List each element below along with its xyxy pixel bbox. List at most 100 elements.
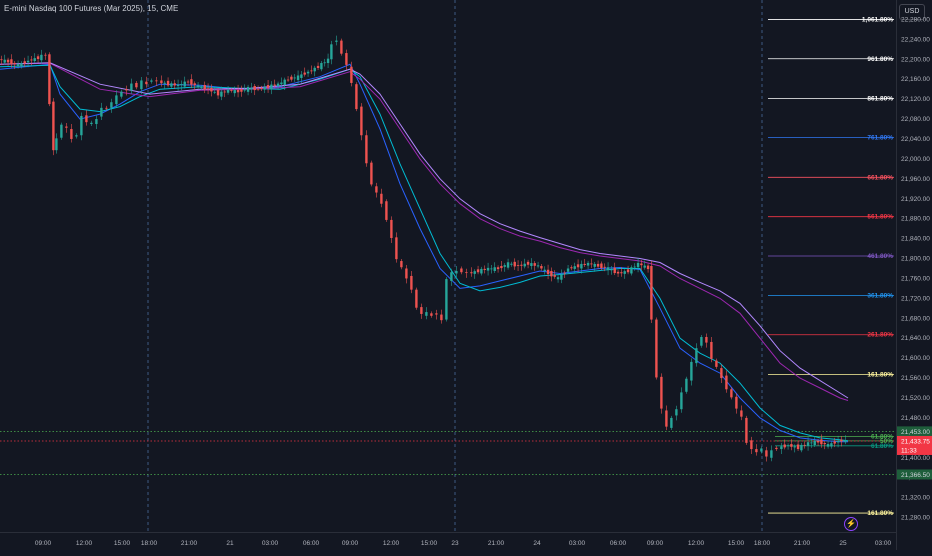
candle-body xyxy=(700,336,703,346)
candle-body xyxy=(476,269,480,273)
candle-body xyxy=(316,65,320,68)
candle-body xyxy=(0,59,3,61)
candle-body xyxy=(830,443,833,447)
candle-body xyxy=(326,58,330,64)
x-tick-label: 12:00 xyxy=(383,540,400,547)
candle-body xyxy=(226,89,230,93)
candle-body xyxy=(503,265,506,267)
candle-body xyxy=(816,440,820,443)
candle-body xyxy=(110,102,113,108)
currency-selector[interactable]: USD xyxy=(899,4,925,20)
candle-body xyxy=(735,396,738,409)
candle-body xyxy=(220,91,223,97)
price-tag-label: 21,453.00 xyxy=(901,429,930,436)
candle-body xyxy=(65,126,68,128)
candle-body xyxy=(506,262,510,268)
candle-body xyxy=(40,54,43,61)
price-chart[interactable]: 1,061.80% 961.80% 861.80% 761.80% 661.80% 561… xyxy=(0,0,896,532)
candle-body xyxy=(13,62,16,65)
candle-body xyxy=(633,266,636,268)
time-axis[interactable]: 09:00 12:00 15:00 18:00 21:00 21 03:00 06:00 09:… xyxy=(0,532,896,551)
fib-level-label: 661.80% xyxy=(867,174,893,181)
y-tick-label: 21,320.00 xyxy=(901,495,930,502)
candle-body xyxy=(80,115,83,136)
candle-body xyxy=(350,66,353,83)
candle-body xyxy=(680,392,683,410)
fib-level-label: 261.80% xyxy=(867,332,893,339)
y-tick-label: 21,920.00 xyxy=(901,196,930,203)
candle-body xyxy=(16,64,20,67)
candle-body xyxy=(400,261,403,268)
candle-body xyxy=(330,44,333,60)
candle-body xyxy=(196,85,200,88)
x-tick-label: 06:00 xyxy=(303,540,320,547)
x-tick-label: 12:00 xyxy=(688,540,705,547)
candle-body xyxy=(323,62,326,64)
candle-body xyxy=(300,74,303,78)
candle-body xyxy=(250,87,253,90)
candle-body xyxy=(85,115,88,123)
y-tick-label: 21,720.00 xyxy=(901,295,930,302)
y-tick-label: 21,840.00 xyxy=(901,236,930,243)
candle-body xyxy=(646,265,650,270)
candle-body xyxy=(725,375,728,390)
candle-body xyxy=(296,75,300,81)
candle-body xyxy=(613,267,616,274)
candle-body xyxy=(303,72,306,75)
price-scale[interactable]: USD 22,280.00 22,240.00 22,200.00 22,160.00… xyxy=(896,0,932,550)
y-tick-label: 22,000.00 xyxy=(901,156,930,163)
candle-body xyxy=(306,71,310,74)
y-tick-label: 21,600.00 xyxy=(901,355,930,362)
candle-body xyxy=(256,88,260,90)
candle-body xyxy=(620,272,623,274)
candle-body xyxy=(430,313,433,316)
x-tick-label: 18:00 xyxy=(754,540,771,547)
candle-body xyxy=(230,90,233,91)
candle-body xyxy=(675,409,678,416)
x-tick-label: 21:00 xyxy=(181,540,198,547)
candle-body xyxy=(750,440,753,450)
candle-body xyxy=(730,389,733,398)
candle-body xyxy=(233,89,236,94)
fib-level-label: 461.80% xyxy=(867,253,893,260)
y-tick-label: 22,160.00 xyxy=(901,76,930,83)
y-tick-label: 22,200.00 xyxy=(901,56,930,63)
candle-body xyxy=(546,269,550,275)
candle-body xyxy=(286,79,290,81)
x-tick-label: 06:00 xyxy=(610,540,627,547)
series-ema_200 xyxy=(0,62,849,399)
price-tag xyxy=(897,444,932,455)
candle-body xyxy=(435,313,438,315)
candle-body xyxy=(660,376,663,409)
candle-body xyxy=(486,267,490,271)
candle-body xyxy=(510,263,513,265)
candle-body xyxy=(150,80,153,82)
y-tick-label: 21,960.00 xyxy=(901,176,930,183)
candle-body xyxy=(813,440,816,445)
candle-body xyxy=(685,378,688,392)
lightning-icon[interactable]: ⚡ xyxy=(844,517,858,531)
candle-body xyxy=(135,82,138,88)
chart-area[interactable]: 1,061.80% 961.80% 861.80% 761.80% 661.80% 561… xyxy=(0,0,896,532)
candle-body xyxy=(665,410,668,427)
price-tag xyxy=(897,426,932,437)
candle-body xyxy=(390,219,393,238)
candle-body xyxy=(460,268,463,273)
candle-body xyxy=(105,107,108,109)
candle-body xyxy=(290,76,293,80)
fib-level-label: 861.80% xyxy=(867,96,893,103)
candle-body xyxy=(440,314,443,321)
x-tick-label: 25 xyxy=(839,540,847,547)
y-tick-label: 21,400.00 xyxy=(901,455,930,462)
series-ema_mid xyxy=(0,64,849,442)
candle-body xyxy=(493,267,496,271)
candle-body xyxy=(640,263,643,266)
candle-body xyxy=(90,122,93,125)
candle-body xyxy=(500,266,503,269)
candle-body xyxy=(340,40,343,54)
candle-body xyxy=(520,264,523,266)
candle-body xyxy=(563,272,566,274)
candle-body xyxy=(513,261,516,267)
candle-body xyxy=(120,91,123,97)
candle-body xyxy=(636,262,640,268)
